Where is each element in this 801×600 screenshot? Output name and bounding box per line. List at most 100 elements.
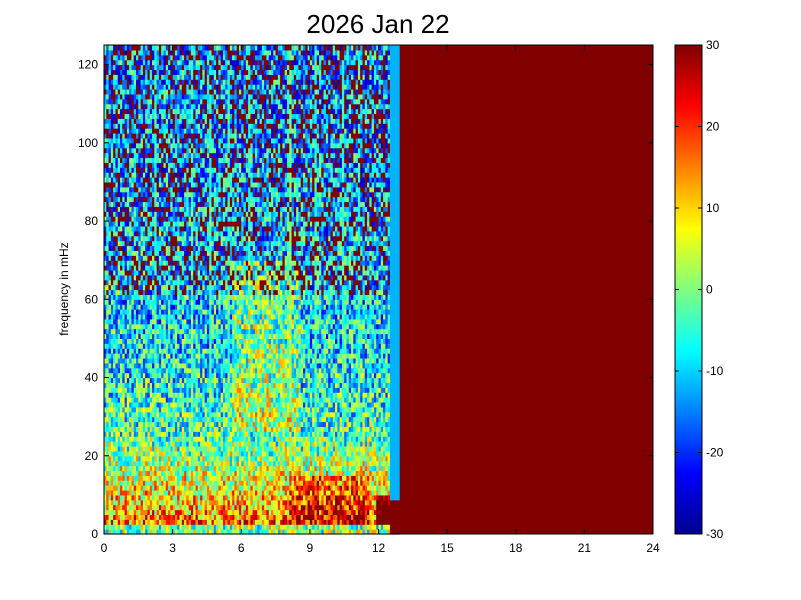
spectrogram-cell [200,152,203,159]
spectrogram-cell [152,137,155,144]
spectrogram-cell [184,377,187,384]
spectrogram-cell [117,103,121,110]
spectrogram-cell [184,323,187,330]
spectrogram-cell [156,245,160,251]
spectrogram-cell [161,225,165,232]
spectrogram-cell [117,480,121,486]
spectrogram-cell [170,279,174,286]
spectrogram-cell [124,450,128,457]
spectrogram-cell [142,269,146,276]
spectrogram-cell [168,401,171,408]
spectrogram-cell [195,191,199,198]
spectrogram-cell [168,392,171,398]
spectrogram-cell [136,353,139,359]
spectrogram-cell [140,465,144,472]
spectrogram-cell [122,436,126,442]
spectrogram-cell [120,431,123,437]
spectrogram-cell [158,250,162,256]
spectrogram-cell [133,142,137,149]
spectrogram-cell [156,69,160,75]
spectrogram-cell [168,343,171,349]
spectrogram-cell [168,284,171,291]
spectrogram-cell [110,147,114,154]
spectrogram-cell [129,250,133,256]
spectrogram-cell [186,392,190,398]
spectrogram-cell [152,186,155,193]
spectrogram-cell [131,357,135,364]
spectrogram-cell [115,323,119,330]
spectrogram-cell [174,177,178,183]
spectrogram-cell [138,245,142,251]
spectrogram-cell [181,441,185,447]
spectrogram-cell [104,465,107,472]
spectrogram-cell [136,245,139,251]
spectrogram-cell [110,128,114,134]
spectrogram-cell [126,470,130,476]
spectrogram-cell [170,206,174,212]
spectrogram-cell [200,221,203,227]
spectrogram-cell [165,250,169,256]
spectrogram-cell [142,123,146,129]
spectrogram-cell [154,45,158,51]
spectrogram-cell [106,265,110,271]
spectrogram-cell [122,186,126,193]
spectrogram-cell [104,186,107,193]
spectrogram-cell [156,480,160,486]
spectrogram-cell [108,333,112,339]
spectrogram-cell [149,357,153,364]
spectrogram-cell [110,338,114,344]
spectrogram-cell [129,436,133,442]
spectrogram-cell [110,372,114,379]
spectrogram-cell [179,103,183,110]
spectrogram-cell [197,289,201,295]
spectrogram-cell [195,221,199,227]
spectrogram-cell [158,225,162,232]
spectrogram-cell [156,470,160,476]
spectrogram-cell [202,431,206,437]
spectrogram-cell [104,397,107,403]
spectrogram-cell [120,265,123,271]
spectrogram-cell [190,299,194,305]
spectrogram-cell [165,489,169,496]
spectrogram-cell [158,362,162,369]
spectrogram-cell [188,113,192,119]
spectrogram-cell [170,221,174,227]
spectrogram-cell [163,304,167,310]
spectrogram-cell [165,436,169,442]
spectrogram-cell [177,309,181,315]
spectrogram-cell [104,529,107,535]
spectrogram-cell [195,177,199,183]
spectrogram-cell [184,494,187,501]
spectrogram-cell [120,284,123,291]
spectrogram-cell [188,162,192,168]
spectrogram-cell [168,318,171,325]
spectrogram-cell [181,436,185,442]
spectrogram-cell [126,128,130,134]
spectrogram-cell [186,519,190,525]
spectrogram-cell [177,455,181,462]
spectrogram-cell [147,401,151,408]
spectrogram-cell [161,323,165,330]
spectrogram-cell [138,157,142,163]
spectrogram-cell [126,79,130,85]
spectrogram-cell [131,152,135,159]
spectrogram-cell [177,172,181,178]
spectrogram-cell [129,54,133,61]
spectrogram-cell [188,304,192,310]
spectrogram-cell [177,69,181,75]
spectrogram-cell [163,470,167,476]
spectrogram-cell [195,118,199,124]
spectrogram-cell [131,519,135,525]
spectrogram-cell [149,245,153,251]
spectrogram-cell [122,279,126,286]
spectrogram-cell [200,377,203,384]
spectrogram-cell [149,74,153,80]
spectrogram-cell [138,421,142,428]
spectrogram-cell [145,133,149,139]
spectrogram-cell [154,274,158,281]
spectrogram-cell [140,499,144,506]
spectrogram-cell [174,357,178,364]
spectrogram-cell [154,84,158,90]
spectrogram-cell [129,137,133,144]
spectrogram-cell [117,54,121,61]
